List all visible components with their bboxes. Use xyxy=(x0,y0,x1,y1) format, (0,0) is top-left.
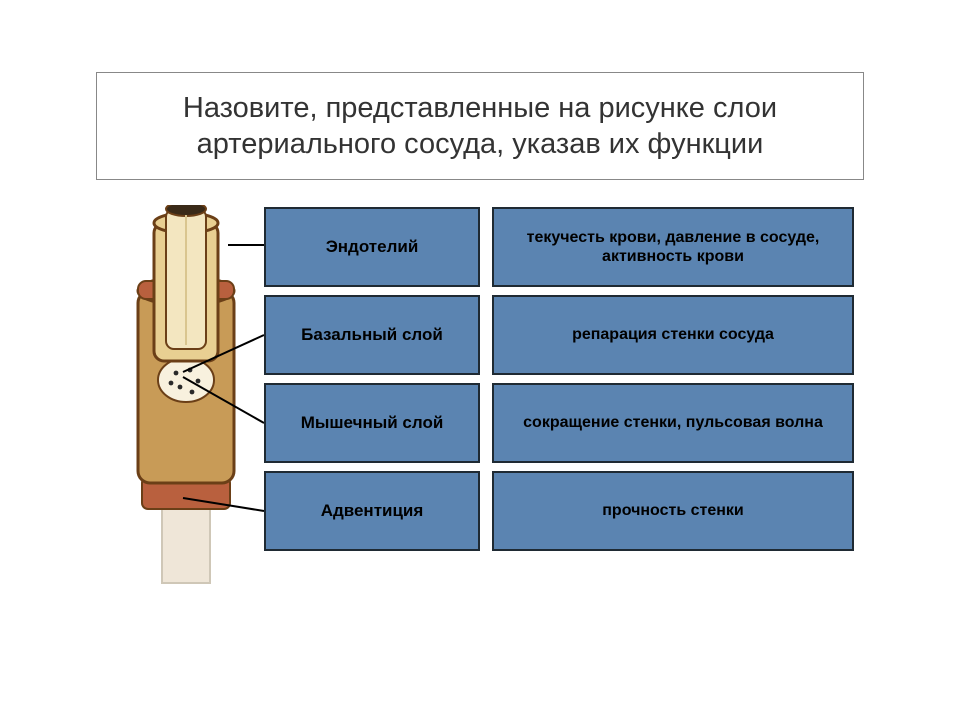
layer-label: Эндотелий xyxy=(326,237,419,257)
func-box-muscular: сокращение стенки, пульсовая волна xyxy=(492,383,854,463)
func-label: сокращение стенки, пульсовая волна xyxy=(523,413,823,432)
layer-box-muscular: Мышечный слой xyxy=(264,383,480,463)
layer-label: Базальный слой xyxy=(301,325,443,345)
func-box-endothelium: текучесть крови, давление в сосуде, акти… xyxy=(492,207,854,287)
func-label: репарация стенки сосуда xyxy=(572,325,774,344)
func-label: прочность стенки xyxy=(602,501,743,520)
layer-box-adventitia: Адвентиция xyxy=(264,471,480,551)
func-box-adventitia: прочность стенки xyxy=(492,471,854,551)
slide: Назовите, представленные на рисунке слои… xyxy=(0,0,960,720)
title-box: Назовите, представленные на рисунке слои… xyxy=(96,72,864,180)
layer-label: Мышечный слой xyxy=(301,413,444,433)
func-label: текучесть крови, давление в сосуде, акти… xyxy=(502,228,844,266)
page-title: Назовите, представленные на рисунке слои… xyxy=(111,90,849,163)
func-box-basal: репарация стенки сосуда xyxy=(492,295,854,375)
layer-box-basal: Базальный слой xyxy=(264,295,480,375)
layer-label: Адвентиция xyxy=(321,501,424,521)
vessel-illustration xyxy=(108,205,264,585)
layer-box-endothelium: Эндотелий xyxy=(264,207,480,287)
